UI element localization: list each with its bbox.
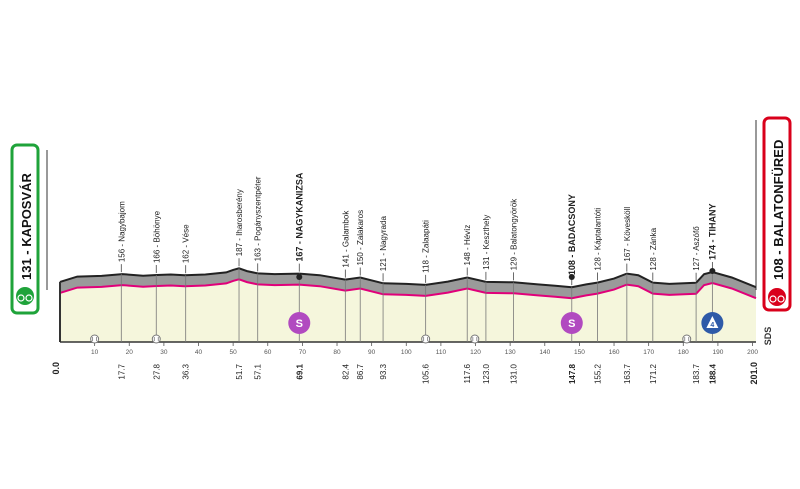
finish-bike-wheel bbox=[777, 295, 785, 303]
start-badge: 131 - KAPOSVÁR bbox=[10, 143, 40, 315]
finish-badge: 108 - BALATONFÜRED bbox=[762, 116, 792, 312]
x-tick-label: 140 bbox=[539, 349, 550, 356]
waypoint-label: 108 - BADACSONY bbox=[567, 194, 577, 275]
terrain-band bbox=[60, 268, 756, 299]
feed-zone-marker bbox=[421, 334, 431, 344]
x-tick-label: 80 bbox=[333, 349, 341, 356]
waypoint-label: 148 - Hévíz bbox=[463, 225, 472, 266]
sprint-label: S bbox=[568, 318, 575, 330]
waypoint-km: 51.7 bbox=[235, 363, 244, 379]
waypoint-km: 155.2 bbox=[593, 363, 602, 384]
waypoint-label: 131 - Keszthely bbox=[482, 215, 491, 270]
waypoint-label: 156 - Nagybajom bbox=[117, 201, 126, 262]
start-bike-wheel bbox=[17, 294, 25, 302]
waypoint-km: 105.6 bbox=[422, 363, 431, 384]
waypoint-label: 129 - Balatongyörök bbox=[510, 198, 519, 271]
waypoint-label: 167 - Kövesköll bbox=[623, 207, 632, 262]
finish-frame bbox=[762, 116, 792, 312]
finish-label: 108 - BALATONFÜRED bbox=[771, 140, 786, 280]
route-line bbox=[59, 278, 757, 300]
waypoint-label: 141 - Galambok bbox=[341, 210, 350, 268]
waypoint-label: 128 - Zánka bbox=[649, 227, 658, 270]
feed-zone-marker bbox=[470, 334, 480, 344]
x-tick-label: 200 bbox=[747, 349, 758, 356]
start-frame bbox=[10, 143, 40, 315]
waypoint-km: 57.1 bbox=[254, 363, 263, 379]
waypoint-label: 127 - Aszófő bbox=[692, 226, 701, 271]
waypoint-label: 121 - Nagyrada bbox=[379, 216, 388, 272]
feed-zone-marker bbox=[90, 334, 100, 344]
waypoint-km: 17.7 bbox=[117, 363, 126, 379]
x-tick-label: 20 bbox=[126, 349, 134, 356]
waypoint-label: 166 - Böhönye bbox=[152, 210, 161, 263]
waypoint-km: 171.2 bbox=[649, 363, 658, 384]
x-tick-label: 130 bbox=[505, 349, 516, 356]
x-tick-label: 40 bbox=[195, 349, 203, 356]
waypoint-km: 69.1 bbox=[295, 363, 304, 379]
waypoint-km: 82.4 bbox=[341, 363, 350, 379]
start-km-label: 0.0 bbox=[51, 362, 61, 375]
waypoint-label: 167 - NAGYKANIZSA bbox=[294, 172, 304, 262]
x-tick-label: 150 bbox=[574, 349, 585, 356]
x-tick-label: 90 bbox=[368, 349, 376, 356]
waypoint-km: 131.0 bbox=[510, 363, 519, 384]
waypoint-km: 117.6 bbox=[463, 363, 472, 383]
x-tick-label: 60 bbox=[264, 349, 272, 356]
x-tick-label: 50 bbox=[230, 349, 238, 356]
x-tick-label: 160 bbox=[609, 349, 620, 356]
kom-point bbox=[709, 267, 716, 274]
waypoint-label: 174 - TIHANY bbox=[707, 203, 717, 260]
kom-category: 4 bbox=[710, 322, 714, 329]
waypoint-label: 162 - Vése bbox=[182, 224, 191, 263]
waypoint-km: 93.3 bbox=[379, 363, 388, 379]
waypoint-km: 36.3 bbox=[182, 363, 191, 379]
x-tick-label: 100 bbox=[401, 349, 412, 356]
start-bike-wheel bbox=[25, 294, 33, 302]
x-tick-label: 10 bbox=[91, 349, 99, 356]
waypoint-label: 163 - Pogányszentpéter bbox=[254, 176, 263, 261]
feed-zone-marker bbox=[682, 334, 692, 344]
x-tick-label: 110 bbox=[436, 349, 447, 356]
sprint-point bbox=[296, 274, 303, 281]
waypoint-km: 27.8 bbox=[152, 363, 161, 379]
waypoint-km: 183.7 bbox=[692, 363, 701, 384]
waypoint-label: 128 - Káptalantóti bbox=[593, 208, 602, 271]
sds-tagline: SDS bbox=[763, 327, 773, 346]
waypoint-label: 118 - Zalaapáti bbox=[422, 220, 431, 273]
kom-mountain-icon bbox=[706, 316, 719, 328]
waypoint-km: 147.8 bbox=[568, 363, 577, 384]
sprint-point bbox=[568, 274, 575, 281]
waypoint-km: 188.4 bbox=[708, 363, 717, 384]
x-tick-label: 170 bbox=[643, 349, 654, 356]
sprint-marker bbox=[288, 312, 311, 334]
waypoint-km: 86.7 bbox=[356, 363, 365, 379]
x-tick-label: 120 bbox=[470, 349, 481, 356]
x-tick-label: 190 bbox=[712, 349, 723, 356]
sprint-marker bbox=[560, 312, 583, 334]
x-tick-label: 30 bbox=[160, 349, 168, 356]
finish-bike-wheel bbox=[769, 295, 777, 303]
waypoint-label: 187 - Iharosberény bbox=[235, 189, 244, 256]
waypoint-km: 123.0 bbox=[482, 363, 491, 384]
waypoint-label: 150 - Zalakaros bbox=[356, 210, 365, 266]
x-tick-label: 180 bbox=[678, 349, 689, 356]
start-label: 131 - KAPOSVÁR bbox=[19, 172, 34, 280]
feed-zone-marker bbox=[151, 334, 161, 344]
sprint-label: S bbox=[296, 318, 303, 330]
finish-km-label: 201.0 bbox=[749, 362, 759, 385]
x-tick-label: 70 bbox=[299, 349, 307, 356]
terrain-outline bbox=[59, 267, 757, 289]
waypoint-km: 163.7 bbox=[623, 363, 632, 384]
